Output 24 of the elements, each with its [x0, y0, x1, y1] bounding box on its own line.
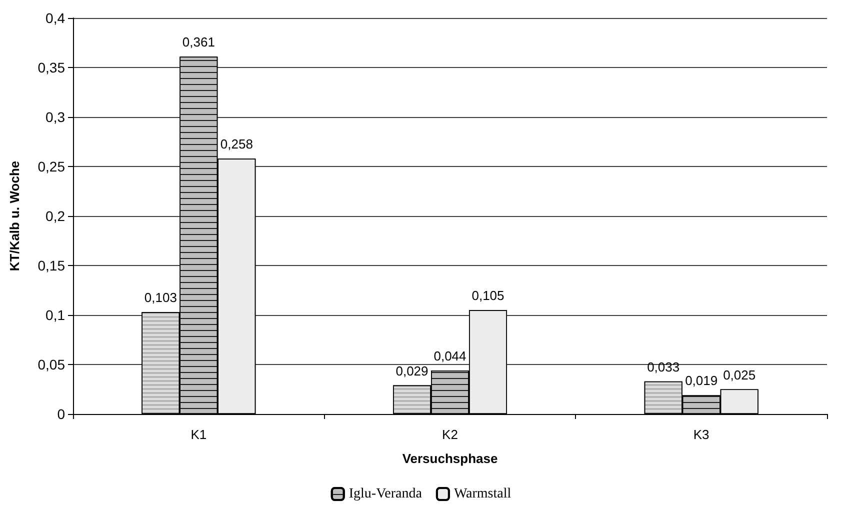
data-label: 0,105	[472, 288, 504, 304]
y-tick-label: 0,35	[38, 60, 66, 76]
y-axis-title: KT/Kalb u. Woche	[7, 160, 22, 272]
data-label: 0,361	[182, 34, 215, 50]
y-tick-label: 0,4	[46, 10, 66, 26]
y-tick-label: 0,3	[46, 109, 66, 125]
data-label: 0,258	[220, 136, 253, 152]
data-label: 0,103	[144, 290, 177, 306]
data-label: 0,025	[723, 367, 756, 382]
y-tick-label: 0,15	[38, 258, 66, 274]
x-tick-label: K2	[442, 427, 458, 442]
data-label: 0,019	[685, 373, 718, 388]
y-tick-label: 0,05	[38, 356, 66, 372]
y-tick-label: 0,2	[46, 208, 66, 224]
x-tick-label: K1	[190, 427, 207, 442]
legend-label: Iglu-Veranda	[348, 486, 423, 502]
x-tick-label: K3	[693, 427, 710, 442]
data-label: 0,044	[434, 348, 466, 364]
y-tick-label: 0	[57, 406, 66, 422]
data-label: 0,029	[396, 363, 428, 378]
legend-label: Warmstall	[454, 486, 512, 502]
x-axis-title: Versuchsphase	[402, 451, 498, 466]
y-tick-label: 0,1	[46, 307, 66, 323]
y-tick-label: 0,25	[38, 158, 66, 174]
